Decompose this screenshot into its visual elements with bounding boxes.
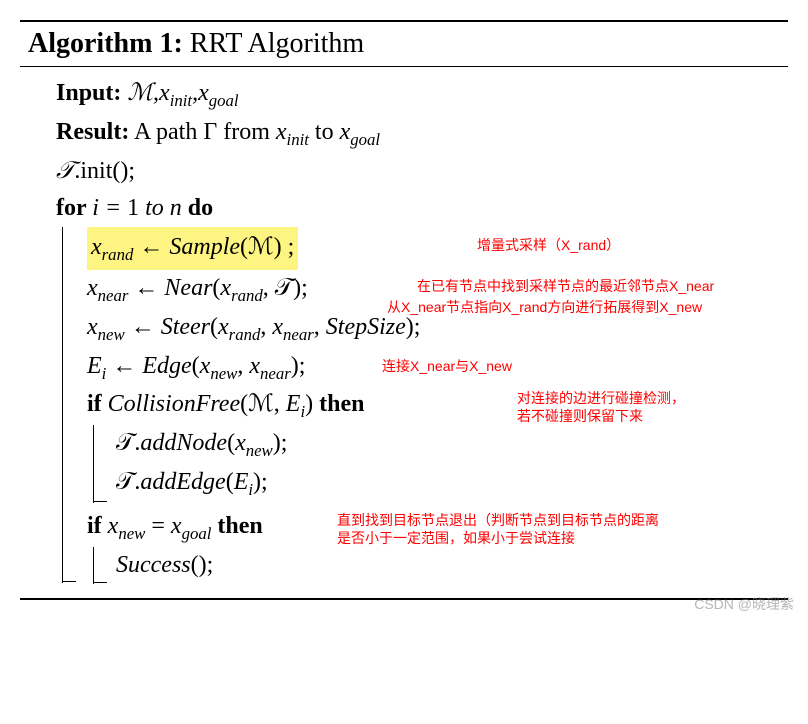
input-label: Input: (56, 80, 121, 106)
then2-keyword: then (217, 513, 262, 539)
annotation-collision-2: 若不碰撞则保留下来 (517, 408, 643, 426)
if-collision-line: if CollisionFree(ℳ, Ei) then 对连接的边进行碰撞检测… (87, 386, 772, 425)
result-text: A path Γ from xinit to xgoal (134, 119, 380, 145)
for-line: for i = 1 to n do (56, 190, 772, 227)
for-keyword: for (56, 195, 92, 221)
if-collision-foot (93, 501, 107, 502)
algorithm-title-row: Algorithm 1: RRT Algorithm (20, 22, 788, 67)
if-goal-line: if xnew = xgoal then 直到找到目标节点退出（判断节点到目标节… (87, 508, 772, 547)
result-label: Result: (56, 119, 129, 145)
input-symbols: ℳ,xinit,xgoal (127, 80, 238, 106)
algorithm-label: Algorithm 1: (28, 28, 183, 59)
addnode-line: 𝒯.addNode(xnew); (116, 425, 772, 464)
steer-line: 从X_near节点指向X_rand方向进行拓展得到X_new xnew ← St… (87, 309, 772, 348)
annotation-steer: 从X_near节点指向X_rand方向进行拓展得到X_new (387, 299, 702, 317)
algorithm-body: Input: ℳ,xinit,xgoal Result: A path Γ fr… (20, 67, 788, 598)
algorithm-name: RRT Algorithm (190, 28, 364, 59)
if-goal-body: Success(); (93, 547, 772, 584)
watermark: CSDN @晓理紫 (694, 594, 794, 614)
input-line: Input: ℳ,xinit,xgoal (56, 75, 772, 114)
annotation-goal-2: 是否小于一定范围，如果小于尝试连接 (337, 530, 575, 548)
annotation-edge: 连接X_near与X_new (382, 358, 512, 376)
annotation-near: 在已有节点中找到采样节点的最近邻节点X_near (417, 278, 714, 296)
algorithm-block: Algorithm 1: RRT Algorithm Input: ℳ,xini… (20, 20, 788, 600)
annotation-sample: 增量式采样（X_rand） (477, 237, 620, 255)
result-line: Result: A path Γ from xinit to xgoal (56, 114, 772, 153)
for-body: xrand ← Sample(ℳ) ; 增量式采样（X_rand） xnear … (62, 227, 772, 583)
if2-keyword: if (87, 513, 108, 539)
annotation-collision-1: 对连接的边进行碰撞检测， (517, 390, 685, 408)
success-line: Success(); (116, 547, 772, 584)
init-line: 𝒯.init(); (56, 153, 772, 190)
sample-line: xrand ← Sample(ℳ) ; 增量式采样（X_rand） (87, 227, 772, 270)
sample-highlight: xrand ← Sample(ℳ) ; (87, 227, 298, 270)
init-call: 𝒯 (56, 158, 74, 184)
then-keyword: then (319, 391, 364, 417)
if-keyword: if (87, 391, 108, 417)
if-collision-body: 𝒯.addNode(xnew); 𝒯.addEdge(Ei); (93, 425, 772, 503)
addedge-line: 𝒯.addEdge(Ei); (116, 464, 772, 503)
for-foot (62, 581, 76, 582)
edge-line: Ei ← Edge(xnew, xnear); 连接X_near与X_new (87, 348, 772, 387)
if-goal-foot (93, 582, 107, 583)
for-cond: i = (92, 195, 127, 221)
annotation-goal-1: 直到找到目标节点退出（判断节点到目标节点的距离 (337, 512, 659, 530)
do-keyword: do (188, 195, 213, 221)
